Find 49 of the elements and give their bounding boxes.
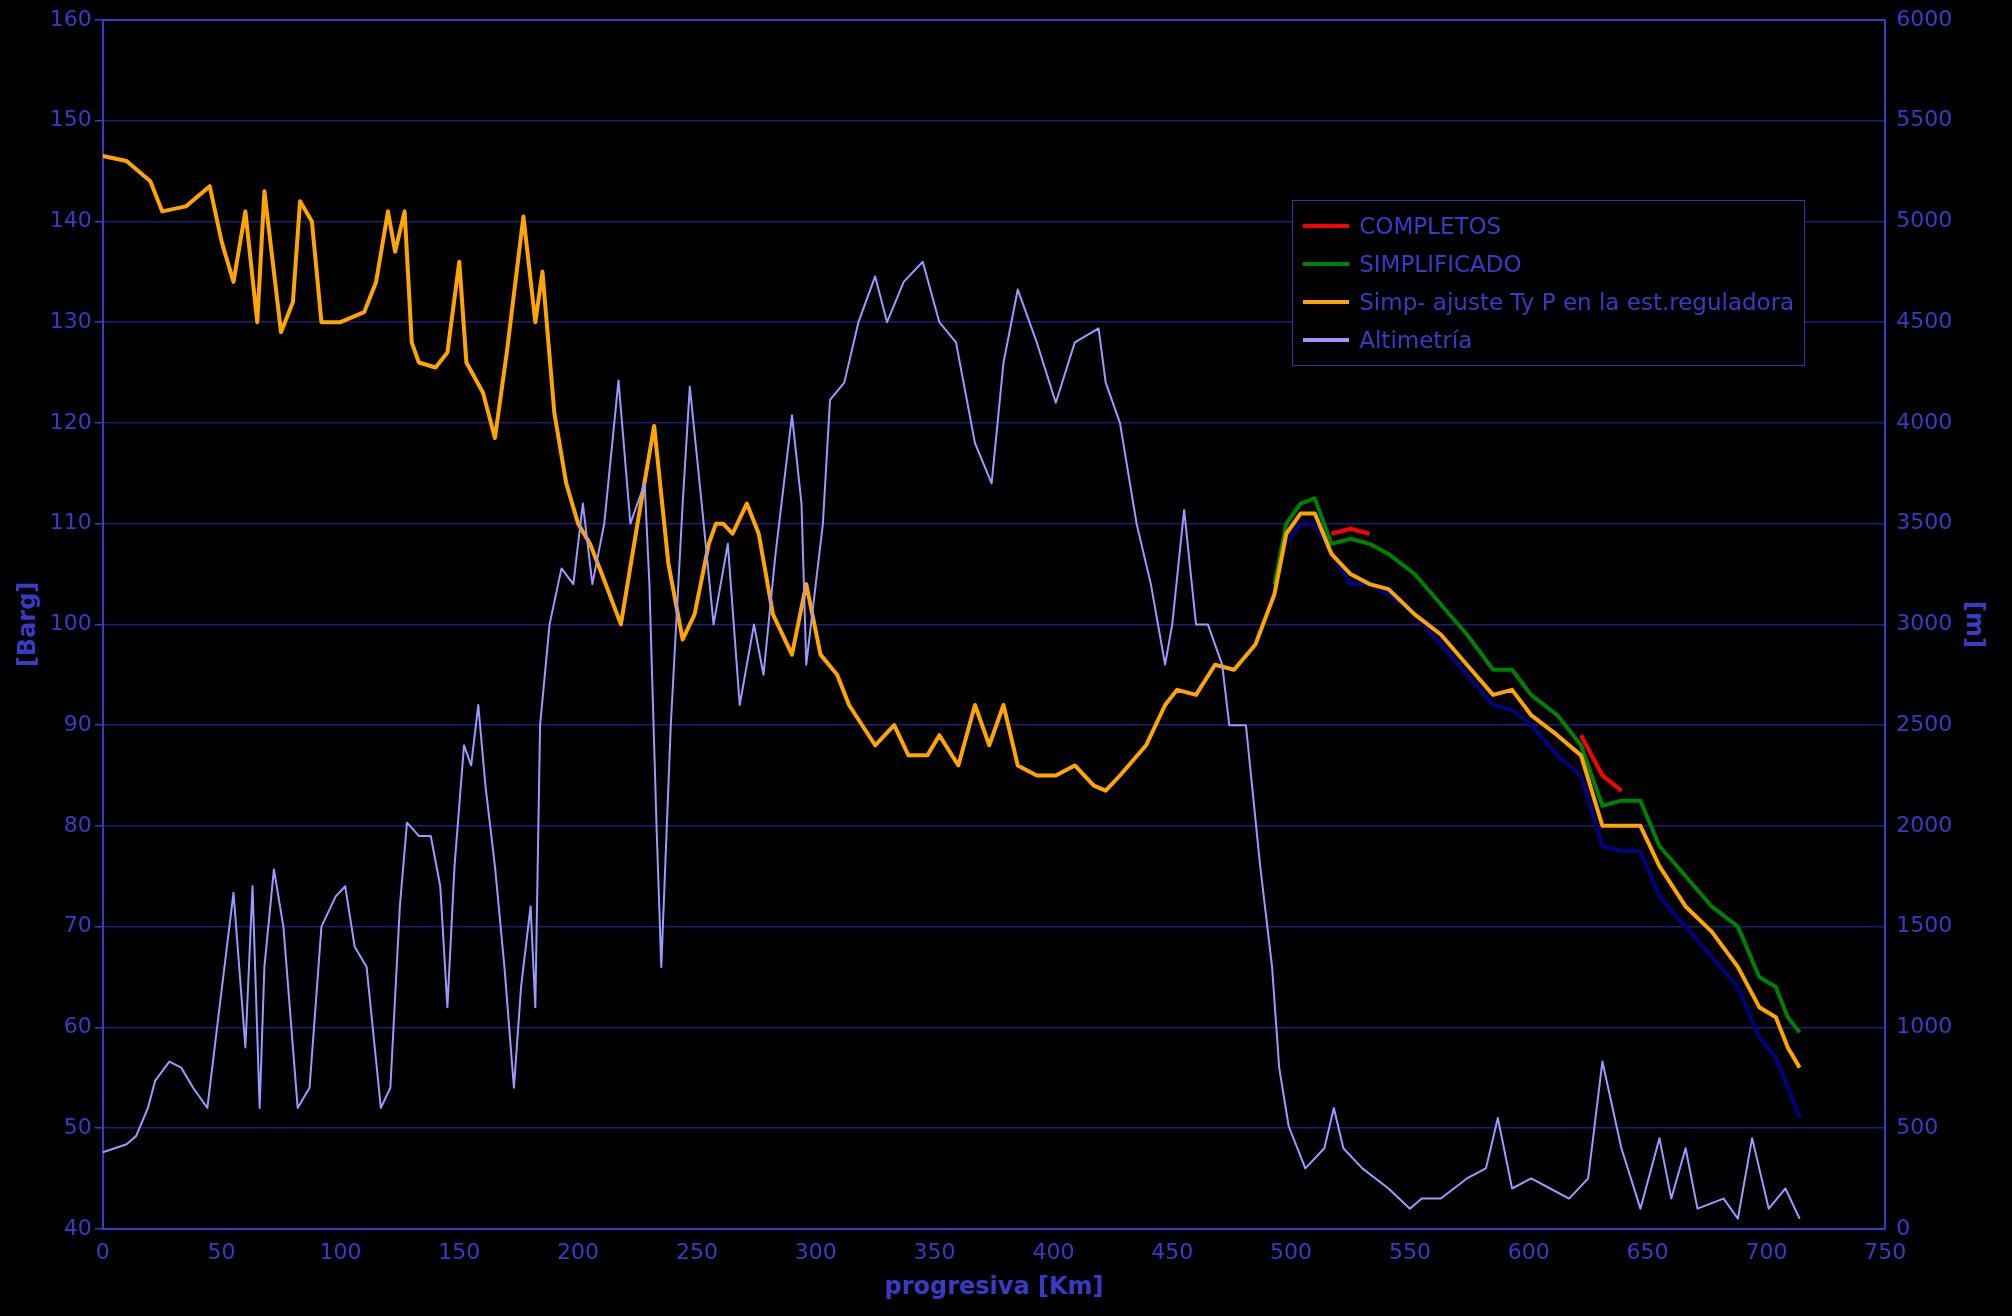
- legend-label: Altimetría: [1359, 327, 1473, 353]
- y-tick-label: 130: [49, 307, 92, 333]
- y-tick-label: 110: [49, 509, 92, 535]
- y2-tick-label: 5500: [1896, 106, 1953, 132]
- y2-tick-label: 3000: [1896, 610, 1953, 636]
- y-tick-label: 70: [63, 912, 92, 938]
- y-tick-label: 80: [63, 811, 92, 837]
- y-tick-label: 40: [63, 1214, 92, 1240]
- x-tick-label: 350: [913, 1238, 956, 1264]
- x-tick-label: 300: [794, 1238, 837, 1264]
- x-tick-label: 100: [319, 1238, 362, 1264]
- x-tick-label: 50: [207, 1238, 236, 1264]
- y2-tick-label: 2500: [1896, 710, 1953, 736]
- x-axis-title: progresiva [Km]: [884, 1271, 1104, 1300]
- y2-tick-label: 1000: [1896, 1013, 1953, 1039]
- y-axis-title: [Barg]: [12, 581, 41, 668]
- legend-label: SIMPLIFICADO: [1359, 251, 1522, 277]
- y-tick-label: 160: [49, 5, 92, 31]
- y2-tick-label: 2000: [1896, 811, 1953, 837]
- x-tick-label: 250: [675, 1238, 718, 1264]
- y-tick-label: 60: [63, 1013, 92, 1039]
- y2-tick-label: 4000: [1896, 408, 1953, 434]
- y2-tick-label: 6000: [1896, 5, 1953, 31]
- y2-tick-label: 500: [1896, 1113, 1939, 1139]
- y2-tick-label: 4500: [1896, 307, 1953, 333]
- x-tick-label: 200: [557, 1238, 600, 1264]
- y2-tick-label: 5000: [1896, 207, 1953, 233]
- x-tick-label: 150: [438, 1238, 481, 1264]
- legend-label: Simp- ajuste Ty P en la est.reguladora: [1359, 289, 1795, 315]
- y-tick-label: 140: [49, 207, 92, 233]
- x-tick-label: 0: [95, 1238, 110, 1264]
- y-tick-label: 120: [49, 408, 92, 434]
- x-tick-label: 450: [1151, 1238, 1194, 1264]
- x-tick-label: 600: [1507, 1238, 1550, 1264]
- legend-label: COMPLETOS: [1359, 213, 1502, 239]
- y-tick-label: 100: [49, 610, 92, 636]
- x-tick-label: 550: [1388, 1238, 1431, 1264]
- y-tick-label: 50: [63, 1113, 92, 1139]
- x-tick-label: 400: [1032, 1238, 1075, 1264]
- x-tick-label: 700: [1745, 1238, 1788, 1264]
- y-tick-label: 150: [49, 106, 92, 132]
- y2-tick-label: 0: [1896, 1214, 1911, 1240]
- y-tick-label: 90: [63, 710, 92, 736]
- x-tick-label: 500: [1270, 1238, 1313, 1264]
- x-tick-label: 750: [1864, 1238, 1907, 1264]
- x-tick-label: 650: [1626, 1238, 1669, 1264]
- y2-axis-title: [m]: [1961, 600, 1990, 648]
- y2-tick-label: 3500: [1896, 509, 1953, 535]
- y2-tick-label: 1500: [1896, 912, 1953, 938]
